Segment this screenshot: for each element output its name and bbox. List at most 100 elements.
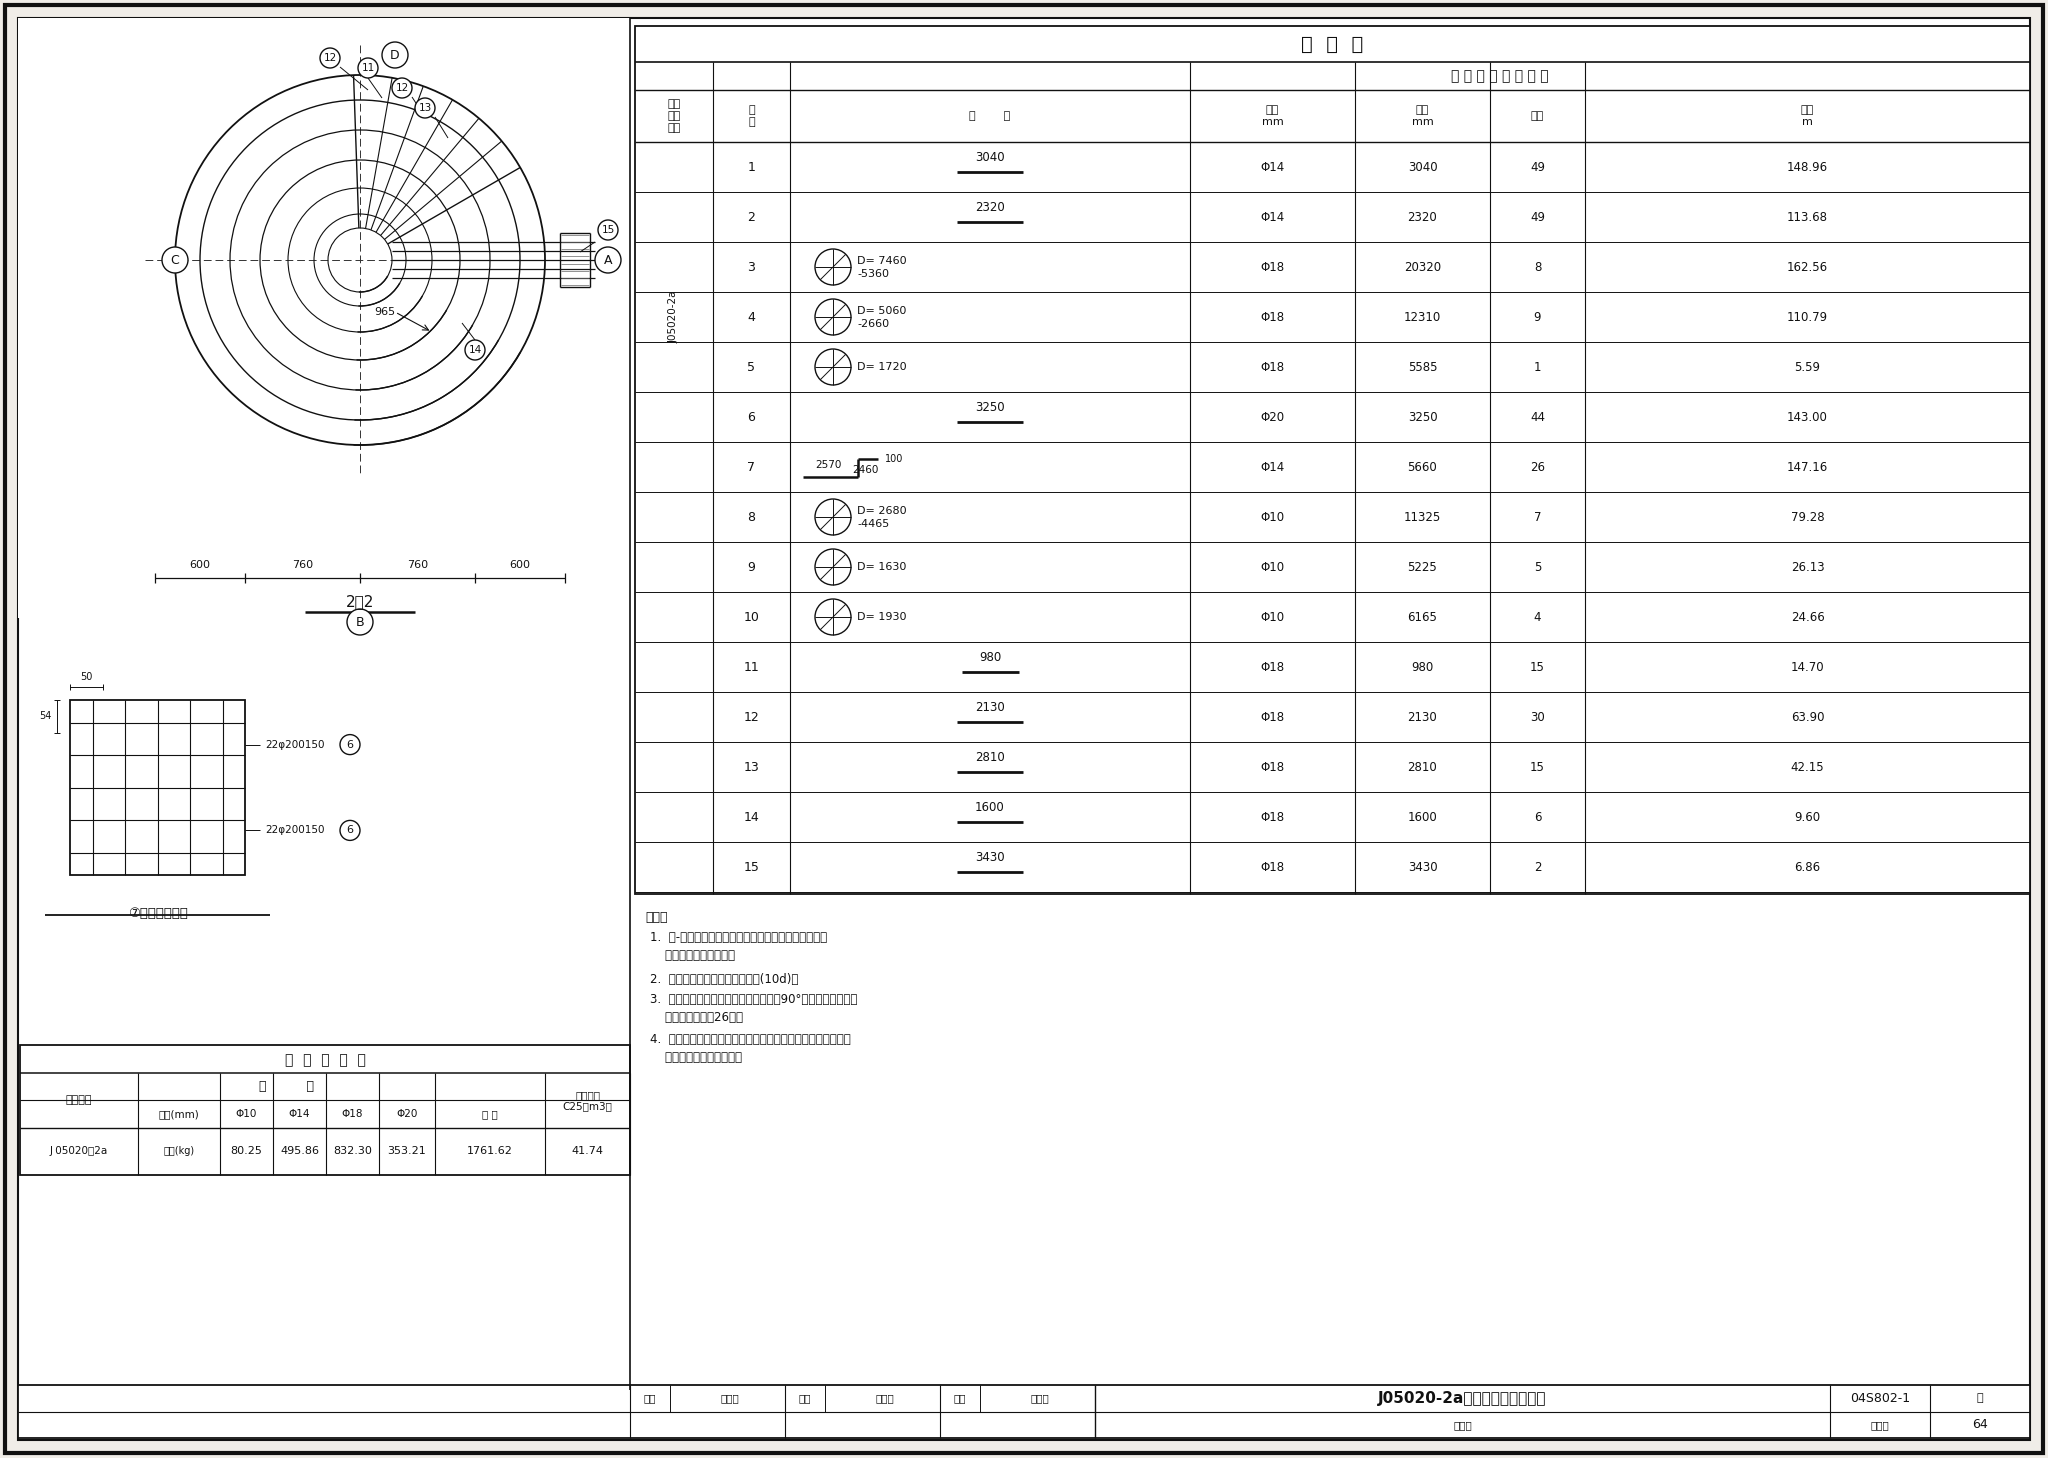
Text: 11325: 11325 (1403, 510, 1442, 523)
Text: 合 计: 合 计 (481, 1110, 498, 1118)
Text: Φ18: Φ18 (1260, 360, 1284, 373)
Text: B: B (356, 615, 365, 628)
Text: 20320: 20320 (1405, 261, 1442, 274)
Text: 7: 7 (748, 461, 756, 474)
Text: 2810: 2810 (1407, 761, 1438, 774)
Text: 5225: 5225 (1407, 560, 1438, 573)
Text: D= 7460: D= 7460 (856, 255, 907, 265)
Text: Φ14: Φ14 (1260, 210, 1284, 223)
Text: 14: 14 (469, 346, 481, 354)
Text: 直径(mm): 直径(mm) (158, 1110, 199, 1118)
Text: 353.21: 353.21 (387, 1146, 426, 1156)
Text: Φ20: Φ20 (397, 1110, 418, 1118)
Circle shape (346, 609, 373, 636)
Circle shape (358, 58, 379, 77)
Text: 6: 6 (748, 411, 756, 423)
Text: 11: 11 (743, 660, 760, 674)
Text: 8: 8 (1534, 261, 1542, 274)
Text: 5.59: 5.59 (1794, 360, 1821, 373)
Text: 3040: 3040 (1407, 160, 1438, 174)
Text: 5660: 5660 (1407, 461, 1438, 474)
Text: 编
号: 编 号 (748, 105, 756, 127)
Text: Φ20: Φ20 (1260, 411, 1284, 423)
Text: 1600: 1600 (975, 800, 1006, 814)
Text: 148.96: 148.96 (1788, 160, 1829, 174)
Text: 495.86: 495.86 (281, 1146, 319, 1156)
Text: 3250: 3250 (975, 401, 1006, 414)
Text: D= 5060: D= 5060 (856, 306, 907, 315)
Text: J05020-2a模板、配筋图（二）: J05020-2a模板、配筋图（二） (1378, 1391, 1546, 1406)
Text: 构件名称: 构件名称 (66, 1095, 92, 1105)
Text: D= 1930: D= 1930 (856, 612, 907, 623)
Text: 600: 600 (190, 560, 211, 570)
Text: D: D (391, 48, 399, 61)
Text: 陈昱声: 陈昱声 (877, 1394, 895, 1403)
Text: A: A (604, 254, 612, 267)
Text: 12: 12 (324, 52, 336, 63)
Text: -5360: -5360 (856, 268, 889, 278)
Text: D= 1720: D= 1720 (856, 362, 907, 372)
Text: 图集号: 图集号 (1454, 1420, 1473, 1430)
Text: 3.  水管伸入基础于环口内壁下端设置的90°弯管支墩及基础顶: 3. 水管伸入基础于环口内壁下端设置的90°弯管支墩及基础顶 (649, 993, 858, 1006)
Text: 2130: 2130 (975, 700, 1006, 713)
Text: 审核: 审核 (643, 1394, 655, 1403)
Text: 混凝土量
C25（m3）: 混凝土量 C25（m3） (563, 1089, 612, 1111)
Bar (18, 17, 631, 618)
Text: 根数: 根数 (1530, 111, 1544, 121)
Text: 1.  ⑪-⑬，⑭与⑮号钢筋交错排列，其埋入及伸出基础: 1. ⑪-⑬，⑭与⑮号钢筋交错排列，其埋入及伸出基础 (649, 932, 827, 943)
Text: 30: 30 (1530, 710, 1544, 723)
Text: Φ14: Φ14 (1260, 461, 1284, 474)
Text: 100: 100 (885, 453, 903, 464)
Text: 王文涛: 王文涛 (1030, 1394, 1049, 1403)
Text: Φ18: Φ18 (1260, 311, 1284, 324)
Text: 留洞的加固筋见26页。: 留洞的加固筋见26页。 (649, 1010, 743, 1024)
Circle shape (596, 246, 621, 273)
Text: 14.70: 14.70 (1790, 660, 1825, 674)
Text: 7: 7 (1534, 510, 1542, 523)
Text: 12310: 12310 (1403, 311, 1442, 324)
Text: 钢          筋: 钢 筋 (258, 1080, 313, 1094)
Circle shape (391, 77, 412, 98)
Text: 说明：: 说明： (645, 911, 668, 924)
Text: 980: 980 (979, 650, 1001, 663)
Text: 22φ200150: 22φ200150 (264, 825, 324, 835)
Bar (18, 1385, 2030, 1438)
Text: 12: 12 (743, 710, 760, 723)
Text: 10: 10 (743, 611, 760, 624)
Bar (20, 1045, 631, 1175)
Text: 1: 1 (748, 160, 756, 174)
Text: 143.00: 143.00 (1788, 411, 1829, 423)
Text: 15: 15 (743, 860, 760, 873)
Circle shape (340, 735, 360, 755)
Text: Φ18: Φ18 (1260, 261, 1284, 274)
Circle shape (383, 42, 408, 69)
Text: -2660: -2660 (856, 318, 889, 328)
Text: 80.25: 80.25 (231, 1146, 262, 1156)
Text: -4465: -4465 (856, 519, 889, 528)
Text: 归衡石: 归衡石 (721, 1394, 739, 1403)
Text: 3430: 3430 (975, 850, 1006, 863)
Text: ⑦号钉筋布置图: ⑦号钉筋布置图 (127, 907, 188, 920)
Text: 9: 9 (1534, 311, 1542, 324)
Text: 63.90: 63.90 (1790, 710, 1825, 723)
Text: 4.  基坑开挖后，应请原勘察单位进行验槽，确认符合设计要求: 4. 基坑开挖后，应请原勘察单位进行验槽，确认符合设计要求 (649, 1034, 850, 1045)
Text: 9.60: 9.60 (1794, 811, 1821, 824)
Text: 26.13: 26.13 (1790, 560, 1825, 573)
Text: 147.16: 147.16 (1786, 461, 1829, 474)
Text: 2: 2 (1534, 860, 1542, 873)
Text: 2: 2 (748, 210, 756, 223)
Text: 1761.62: 1761.62 (467, 1146, 512, 1156)
Text: C: C (170, 254, 180, 267)
Text: 一 个 构 件 的 钢 筋 表: 一 个 构 件 的 钢 筋 表 (1452, 69, 1548, 83)
Text: 4: 4 (748, 311, 756, 324)
Text: 832.30: 832.30 (334, 1146, 373, 1156)
Text: 后立即施工垫层和基础。: 后立即施工垫层和基础。 (649, 1051, 741, 1064)
Text: 5: 5 (1534, 560, 1542, 573)
Bar (635, 26, 2030, 894)
Text: D= 2680: D= 2680 (856, 506, 907, 516)
Text: Φ18: Φ18 (1260, 811, 1284, 824)
Text: 50: 50 (80, 672, 92, 682)
Text: Φ10: Φ10 (236, 1110, 258, 1118)
Text: 22φ200150: 22φ200150 (264, 739, 324, 749)
Bar (70, 700, 246, 875)
